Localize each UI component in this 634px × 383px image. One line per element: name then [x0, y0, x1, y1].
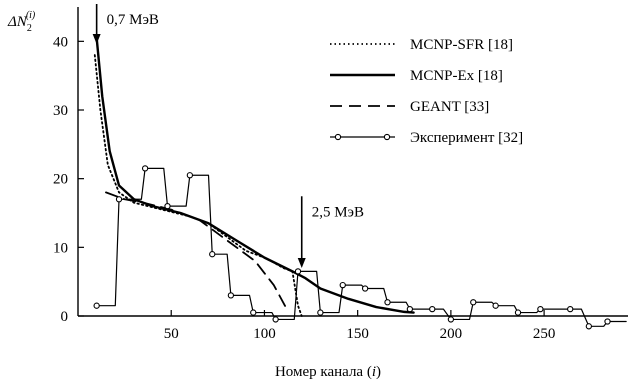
x-tick-label: 250 [533, 326, 556, 342]
annotation-label-1: 0,7 МэВ [107, 12, 159, 28]
plot-area [93, 36, 627, 330]
annotations: 0,7 МэВ 2,5 МэВ [92, 4, 364, 268]
data-point [115, 196, 123, 203]
data-point [585, 323, 592, 330]
y-tick-label: 30 [53, 103, 68, 119]
data-point [492, 302, 499, 309]
data-point [164, 202, 171, 210]
data-point [361, 285, 369, 292]
legend-label-2: MCNP-Ex [18] [410, 68, 503, 84]
data-point [227, 292, 235, 299]
series-line-2 [95, 36, 415, 314]
data-point [537, 305, 544, 313]
data-point [93, 302, 100, 309]
series-line-1 [93, 54, 303, 317]
annotation-label-2: 2,5 МэВ [312, 204, 364, 220]
data-point [384, 299, 391, 306]
data-point [429, 305, 436, 313]
data-point [339, 281, 346, 289]
data-point [317, 309, 324, 316]
legend-label-4: Эксперимент [32] [410, 130, 523, 146]
data-point [141, 165, 149, 172]
y-tick-label: 40 [53, 34, 68, 50]
legend-marker [334, 133, 342, 141]
y-tick-label: 10 [53, 240, 68, 256]
x-tick-label: 150 [346, 326, 369, 342]
data-point [514, 309, 522, 316]
data-point [186, 172, 194, 179]
series-line-3 [105, 191, 288, 311]
axes: 50 100 150 200 250 0 10 20 30 40 Номер канала (i) Δ… [7, 7, 628, 380]
data-point [209, 251, 216, 258]
data-point [294, 268, 302, 275]
legend-label-3: GEANT [33] [410, 99, 489, 115]
x-axis-title: Номер канала (i) [275, 364, 381, 380]
annotation-arrowhead [297, 258, 306, 268]
x-tick-label: 200 [440, 326, 463, 342]
data-point [250, 309, 257, 316]
y-tick-label: 20 [53, 172, 68, 188]
legend-label-1: MCNP-SFR [18] [410, 37, 513, 53]
data-point [272, 316, 279, 323]
annotation-arrowhead [92, 34, 101, 44]
legend: MCNP-SFR [18] MCNP-Ex [18] GEANT [33] Экспе… [330, 37, 523, 146]
x-tick-label: 50 [164, 326, 179, 342]
data-point [406, 305, 414, 313]
data-point [447, 316, 455, 323]
data-point [470, 299, 477, 306]
y-tick-label: 0 [61, 309, 69, 325]
legend-marker [383, 133, 391, 141]
x-tick-label: 100 [253, 326, 276, 342]
data-point [604, 318, 611, 325]
y-axis-title: ΔN2(i) [7, 10, 36, 34]
data-point [567, 305, 574, 313]
